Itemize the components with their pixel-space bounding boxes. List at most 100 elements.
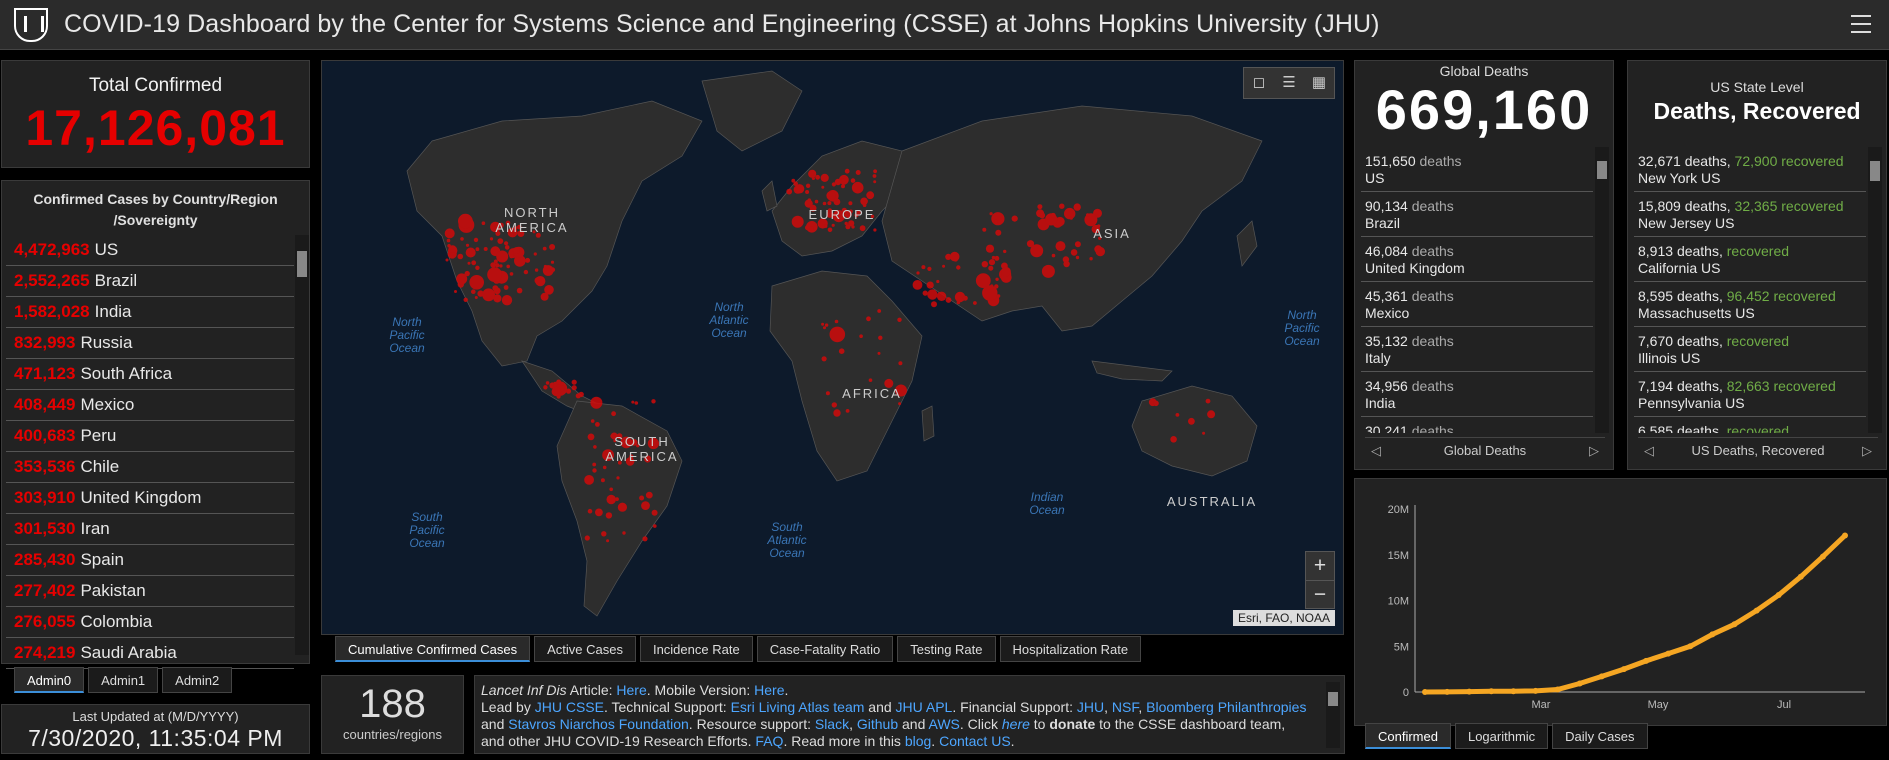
- country-row[interactable]: 408,449 Mexico: [6, 390, 294, 421]
- jhu-csse-link[interactable]: JHU CSSE: [534, 699, 604, 715]
- case-marker[interactable]: [922, 290, 928, 296]
- case-marker[interactable]: [587, 508, 593, 514]
- admin-level-tab[interactable]: Admin0: [14, 667, 85, 693]
- github-link[interactable]: Github: [856, 716, 899, 732]
- case-marker[interactable]: [543, 385, 548, 390]
- chart-mode-tab[interactable]: Confirmed: [1365, 723, 1451, 749]
- case-marker[interactable]: [506, 264, 510, 269]
- case-marker[interactable]: [556, 379, 562, 385]
- case-marker[interactable]: [832, 210, 845, 223]
- case-marker[interactable]: [1205, 398, 1211, 404]
- case-marker[interactable]: [533, 252, 537, 256]
- case-marker[interactable]: [571, 385, 577, 391]
- case-marker[interactable]: [821, 185, 825, 189]
- case-marker[interactable]: [868, 378, 873, 383]
- case-marker[interactable]: [1207, 410, 1216, 419]
- info-scrollbar[interactable]: [1326, 682, 1340, 748]
- case-marker[interactable]: [1089, 257, 1093, 261]
- case-marker[interactable]: [877, 351, 881, 355]
- case-marker[interactable]: [851, 225, 855, 229]
- confirmed-data-point[interactable]: [1643, 657, 1650, 664]
- confirmed-data-point[interactable]: [1576, 680, 1583, 687]
- case-marker[interactable]: [1003, 249, 1007, 254]
- map-layer-tab[interactable]: Cumulative Confirmed Cases: [335, 636, 531, 662]
- case-marker[interactable]: [791, 215, 804, 228]
- case-marker[interactable]: [517, 231, 522, 236]
- case-marker[interactable]: [495, 263, 500, 268]
- case-marker[interactable]: [499, 264, 503, 268]
- article-link[interactable]: Here: [616, 682, 647, 698]
- confirmed-data-point[interactable]: [1422, 689, 1428, 695]
- case-marker[interactable]: [464, 270, 470, 277]
- case-marker[interactable]: [804, 199, 813, 208]
- case-marker[interactable]: [827, 208, 833, 213]
- case-marker[interactable]: [509, 254, 514, 259]
- case-marker[interactable]: [590, 396, 603, 409]
- donate-here-link[interactable]: here: [1001, 716, 1030, 732]
- case-marker[interactable]: [465, 247, 476, 258]
- case-marker[interactable]: [523, 269, 529, 275]
- case-marker[interactable]: [584, 475, 594, 485]
- admin-level-tab[interactable]: Admin1: [88, 667, 159, 693]
- case-marker[interactable]: [463, 297, 468, 302]
- case-marker[interactable]: [996, 294, 1001, 298]
- case-marker[interactable]: [605, 512, 613, 519]
- case-marker[interactable]: [645, 491, 653, 499]
- map-layer-tab[interactable]: Incidence Rate: [639, 636, 753, 662]
- case-marker[interactable]: [982, 227, 987, 232]
- confirmed-data-point[interactable]: [1687, 643, 1694, 650]
- case-marker[interactable]: [490, 221, 501, 233]
- case-marker[interactable]: [851, 181, 864, 194]
- case-marker[interactable]: [457, 253, 464, 260]
- case-marker[interactable]: [859, 334, 863, 339]
- case-marker[interactable]: [458, 213, 473, 229]
- case-marker[interactable]: [1073, 203, 1081, 211]
- case-marker[interactable]: [1095, 246, 1105, 257]
- case-marker[interactable]: [631, 400, 635, 404]
- case-marker[interactable]: [647, 437, 659, 450]
- case-marker[interactable]: [1051, 253, 1056, 258]
- case-marker[interactable]: [606, 494, 616, 505]
- case-marker[interactable]: [848, 201, 853, 206]
- case-marker[interactable]: [956, 300, 961, 305]
- case-marker[interactable]: [651, 509, 658, 516]
- death-row[interactable]: 45,361 deaths Mexico: [1361, 282, 1593, 327]
- case-marker[interactable]: [593, 445, 597, 449]
- case-marker[interactable]: [565, 388, 572, 394]
- case-marker[interactable]: [496, 250, 509, 263]
- country-row[interactable]: 4,472,963 US: [6, 235, 294, 266]
- case-marker[interactable]: [834, 178, 842, 186]
- case-marker[interactable]: [927, 289, 938, 300]
- confirmed-data-point[interactable]: [1598, 673, 1605, 680]
- confirmed-data-point[interactable]: [1797, 573, 1804, 580]
- case-marker[interactable]: [956, 265, 961, 270]
- confirmed-data-point[interactable]: [1466, 688, 1473, 695]
- case-marker[interactable]: [1030, 244, 1044, 258]
- case-marker[interactable]: [514, 255, 526, 267]
- case-marker[interactable]: [982, 285, 998, 301]
- case-marker[interactable]: [602, 449, 614, 461]
- case-marker[interactable]: [988, 259, 996, 266]
- case-marker[interactable]: [512, 247, 520, 255]
- case-marker[interactable]: [931, 301, 937, 308]
- case-marker[interactable]: [954, 291, 966, 303]
- case-marker[interactable]: [791, 178, 796, 183]
- next-page-icon[interactable]: ▷: [1589, 443, 1599, 458]
- case-marker[interactable]: [1069, 216, 1073, 220]
- confirmed-data-point[interactable]: [1819, 553, 1826, 560]
- case-marker[interactable]: [622, 531, 626, 535]
- legend-list-icon[interactable]: ☰: [1282, 74, 1296, 91]
- case-marker[interactable]: [1059, 203, 1065, 209]
- death-row[interactable]: 90,134 deaths Brazil: [1361, 192, 1593, 237]
- case-marker[interactable]: [841, 184, 845, 189]
- case-marker[interactable]: [532, 230, 536, 234]
- case-marker[interactable]: [501, 295, 513, 306]
- case-marker[interactable]: [878, 335, 883, 340]
- case-marker[interactable]: [475, 265, 480, 270]
- case-marker[interactable]: [821, 322, 825, 326]
- case-marker[interactable]: [592, 462, 597, 467]
- case-marker[interactable]: [845, 224, 851, 230]
- case-marker[interactable]: [490, 262, 496, 268]
- country-row[interactable]: 301,530 Iran: [6, 514, 294, 545]
- case-marker[interactable]: [912, 280, 923, 290]
